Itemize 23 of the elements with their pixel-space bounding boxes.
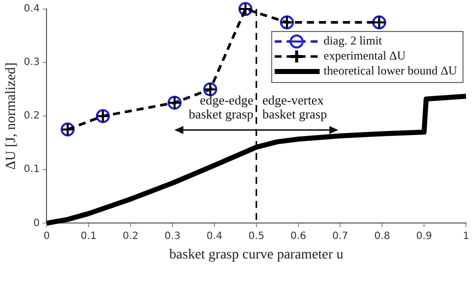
x-tick-label: 0.3	[164, 230, 180, 242]
legend-label: diag. 2 limit	[324, 34, 383, 48]
x-tick-label: 0.6	[290, 230, 306, 242]
x-tick-label: 0.8	[374, 230, 390, 242]
y-tick-label: 0.1	[24, 164, 40, 176]
x-tick-label: 0.9	[416, 230, 432, 242]
x-tick-label: 0	[44, 230, 50, 242]
y-tick-label: 0.3	[24, 57, 40, 68]
legend-label: theoretical lower bound ΔU	[324, 64, 458, 78]
annotation: edge-edge basket grasp	[188, 92, 254, 122]
y-tick-label: 0.4	[24, 4, 40, 15]
x-tick-label: 0.5	[248, 230, 264, 242]
y-tick-label: 0.2	[24, 110, 40, 122]
x-tick-label: 0.1	[80, 230, 97, 242]
y-axis-title: ΔU [J, normalized]	[4, 62, 20, 170]
x-tick-label: 0.2	[122, 230, 139, 242]
x-axis-title: basket grasp curve parameter u	[169, 247, 344, 262]
legend-label: experimental ΔU	[324, 48, 406, 63]
x-tick-label: 0.4	[206, 230, 222, 242]
y-tick-label: 0	[33, 218, 40, 229]
x-tick-label: 0.7	[332, 230, 348, 242]
annotation: edge-vertex basket grasp	[262, 92, 327, 122]
x-tick-label: 1	[462, 230, 470, 242]
